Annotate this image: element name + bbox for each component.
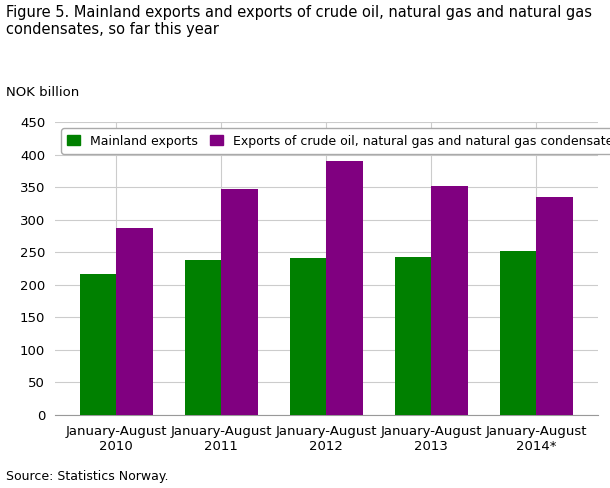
Bar bbox=[431, 186, 468, 415]
Bar bbox=[500, 251, 536, 415]
Bar bbox=[185, 260, 221, 415]
Bar bbox=[326, 161, 363, 415]
Text: condensates, so far this year: condensates, so far this year bbox=[6, 22, 219, 37]
Legend: Mainland exports, Exports of crude oil, natural gas and natural gas condensates: Mainland exports, Exports of crude oil, … bbox=[61, 128, 610, 154]
Bar bbox=[79, 274, 117, 415]
Bar bbox=[536, 197, 573, 415]
Bar bbox=[221, 189, 258, 415]
Bar bbox=[117, 228, 153, 415]
Text: NOK billion: NOK billion bbox=[6, 85, 79, 99]
Bar bbox=[290, 258, 326, 415]
Bar bbox=[395, 257, 431, 415]
Text: Figure 5. Mainland exports and exports of crude oil, natural gas and natural gas: Figure 5. Mainland exports and exports o… bbox=[6, 5, 592, 20]
Text: Source: Statistics Norway.: Source: Statistics Norway. bbox=[6, 470, 168, 483]
